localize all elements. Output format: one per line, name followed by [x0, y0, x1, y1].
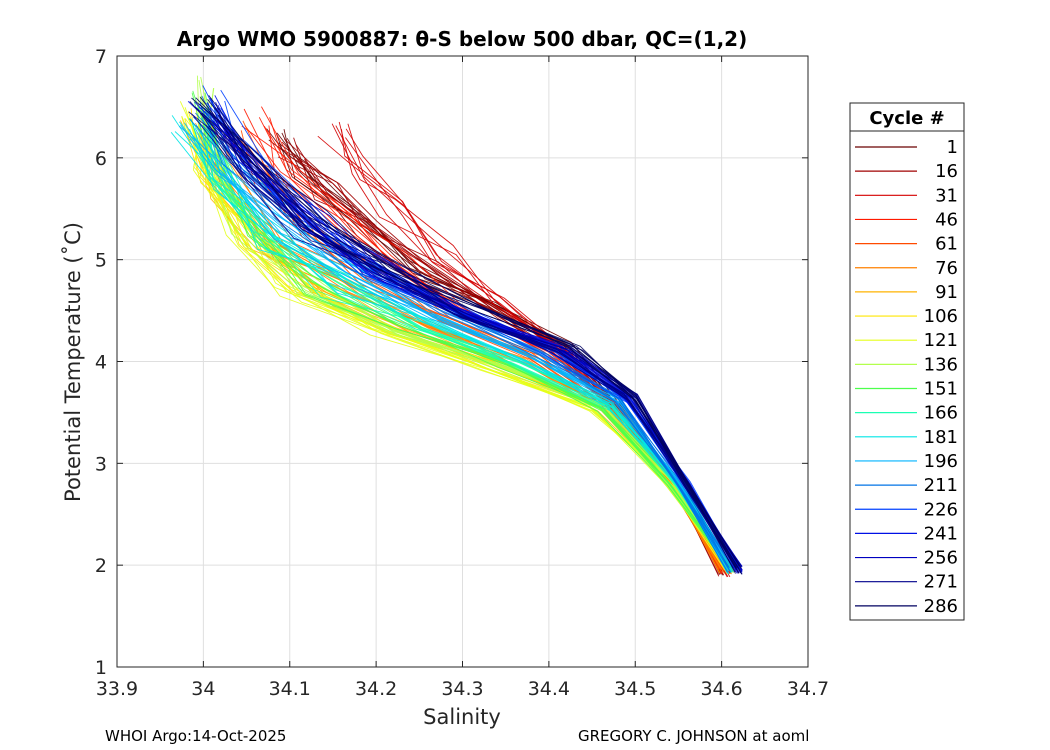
- legend-item-181: 181: [855, 427, 958, 448]
- legend-item-196: 196: [855, 451, 958, 472]
- x-tick-label: 34.3: [441, 678, 483, 700]
- series-286: [189, 95, 743, 575]
- legend-label: 61: [935, 234, 958, 255]
- plot-frame: [116, 55, 809, 668]
- x-tick-label: 34.4: [528, 678, 570, 700]
- legend-label: 16: [935, 161, 958, 182]
- legend-item-151: 151: [855, 379, 958, 400]
- legend-item-61: 61: [855, 234, 958, 255]
- y-tick-label: 2: [95, 555, 107, 577]
- profile-line: [204, 92, 730, 569]
- profile-line: [195, 112, 731, 572]
- y-tick-label: 5: [95, 250, 107, 272]
- legend-label: 76: [935, 258, 958, 279]
- chart-title: Argo WMO 5900887: θ-S below 500 dbar, QC…: [177, 27, 747, 51]
- legend-label: 166: [924, 403, 958, 424]
- x-tick-label: 34: [191, 678, 215, 700]
- legend-label: 286: [924, 596, 958, 617]
- legend-item-211: 211: [855, 475, 958, 496]
- profile-line: [174, 131, 730, 572]
- series-271: [188, 106, 743, 575]
- footer-right: GREGORY C. JOHNSON at aoml: [578, 727, 809, 745]
- y-tick-label: 1: [95, 657, 107, 679]
- legend-label: 106: [924, 306, 958, 327]
- legend-label: 271: [924, 572, 958, 593]
- x-tick-label: 34.2: [355, 678, 397, 700]
- legend-label: 46: [935, 209, 958, 230]
- x-tick-labels: 33.9 34 34.1 34.2 34.3 34.4 34.5 34.6 34.7: [96, 678, 829, 700]
- footer-left: WHOI Argo:14-Oct-2025: [105, 727, 286, 745]
- legend-label: 31: [935, 185, 958, 206]
- legend-item-166: 166: [855, 403, 958, 424]
- legend-item-271: 271: [855, 572, 958, 593]
- legend-label: 241: [924, 523, 958, 544]
- legend-item-286: 286: [855, 596, 958, 617]
- legend-label: 136: [924, 354, 958, 375]
- legend-label: 91: [935, 282, 958, 303]
- legend-item-46: 46: [855, 209, 958, 230]
- legend-label: 151: [924, 379, 958, 400]
- x-tick-label: 34.1: [269, 678, 311, 700]
- legend-item-16: 16: [855, 161, 958, 182]
- legend-label: 211: [924, 475, 958, 496]
- legend-item-76: 76: [855, 258, 958, 279]
- profile-line: [204, 126, 730, 567]
- x-tick-label: 33.9: [96, 678, 138, 700]
- legend-label: 1: [947, 137, 958, 158]
- y-axis-label: Potential Temperature (˚C): [61, 222, 85, 502]
- legend-item-256: 256: [855, 548, 958, 569]
- legend-item-106: 106: [855, 306, 958, 327]
- series-lines: [170, 75, 743, 578]
- legend-item-226: 226: [855, 499, 958, 520]
- profile-line: [189, 101, 740, 567]
- y-tick-label: 7: [95, 46, 107, 68]
- legend-title: Cycle #: [869, 108, 944, 129]
- profile-line: [188, 111, 742, 573]
- profile-line: [178, 125, 733, 573]
- legend-item-121: 121: [855, 330, 958, 351]
- legend: Cycle # 11631466176911061211361511661811…: [849, 102, 965, 621]
- y-tick-label: 6: [95, 148, 107, 170]
- legend-items: 1 16 31 46 61 76 91 106 121 136 151 166 181 196 211 226…: [855, 137, 958, 617]
- x-tick-label: 34.5: [614, 678, 656, 700]
- y-tick-label: 4: [95, 352, 107, 374]
- legend-label: 226: [924, 499, 958, 520]
- legend-item-31: 31: [855, 185, 958, 206]
- x-axis-label: Salinity: [423, 705, 501, 729]
- x-tick-label: 34.7: [787, 678, 829, 700]
- y-tick-labels: 1 2 3 4 5 6 7: [95, 46, 107, 679]
- profile-line: [190, 118, 729, 573]
- profile-line: [201, 95, 732, 573]
- legend-label: 256: [924, 548, 958, 569]
- legend-item-136: 136: [855, 354, 958, 375]
- legend-label: 196: [924, 451, 958, 472]
- legend-label: 181: [924, 427, 958, 448]
- profile-line: [196, 107, 737, 568]
- profile-line: [210, 116, 734, 569]
- profile-line: [214, 106, 740, 574]
- legend-item-91: 91: [855, 282, 958, 303]
- x-tick-label: 34.6: [700, 678, 742, 700]
- legend-label: 121: [924, 330, 958, 351]
- legend-item-1: 1: [855, 137, 958, 158]
- legend-item-241: 241: [855, 523, 958, 544]
- y-tick-label: 3: [95, 453, 107, 475]
